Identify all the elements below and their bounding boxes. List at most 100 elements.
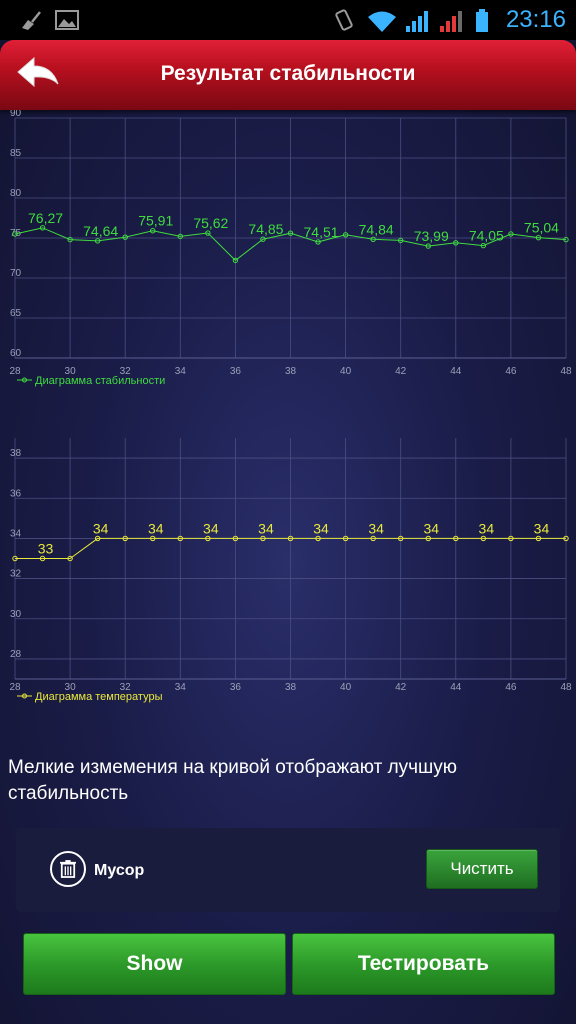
data-point xyxy=(563,535,569,542)
data-point xyxy=(563,236,569,243)
x-tick-label: 28 xyxy=(9,682,21,693)
wifi-icon xyxy=(368,11,396,32)
data-label: 75,62 xyxy=(193,215,228,231)
x-tick-label: 30 xyxy=(65,682,77,693)
data-point xyxy=(287,230,294,236)
y-tick-label: 38 xyxy=(10,448,22,459)
x-tick-label: 36 xyxy=(230,366,242,377)
y-tick-label: 36 xyxy=(10,488,22,499)
data-label: 75,04 xyxy=(524,220,559,236)
clock: 23:16 xyxy=(505,6,566,33)
data-label: 34 xyxy=(313,520,329,536)
clean-button[interactable]: Чистить xyxy=(426,849,538,889)
charts-area: 28 30 32 34 36 38 40 42 44 46 486065707580859076,2… xyxy=(9,110,572,703)
data-point xyxy=(535,234,542,241)
x-tick-label: 40 xyxy=(340,366,352,377)
data-point xyxy=(535,535,542,542)
data-point xyxy=(315,239,321,245)
y-tick-label: 85 xyxy=(10,148,22,159)
data-point xyxy=(370,236,376,242)
status-bar: 23:16 xyxy=(0,0,576,40)
data-label: 34 xyxy=(203,520,219,536)
data-point xyxy=(94,535,101,542)
data-point xyxy=(67,555,73,562)
data-point xyxy=(232,257,239,264)
data-point xyxy=(177,233,184,240)
data-point xyxy=(453,240,459,246)
trash-label: Мусор xyxy=(94,862,145,879)
signal-bars-red-icon xyxy=(440,11,462,32)
y-tick-label: 60 xyxy=(10,348,22,359)
broom-icon xyxy=(22,11,41,30)
data-point xyxy=(205,535,211,542)
trash-panel: Мусор Чистить xyxy=(16,828,560,912)
data-label: 74,64 xyxy=(83,223,118,239)
data-point xyxy=(67,236,73,243)
x-tick-label: 38 xyxy=(285,682,297,693)
data-point xyxy=(39,225,46,231)
y-tick-label: 65 xyxy=(10,308,22,319)
x-tick-label: 48 xyxy=(560,366,572,377)
x-tick-label: 34 xyxy=(175,682,187,693)
data-point xyxy=(425,243,431,249)
data-label: 74,51 xyxy=(304,224,339,240)
data-point xyxy=(398,535,404,542)
data-point xyxy=(232,535,239,542)
x-tick-label: 44 xyxy=(450,366,462,377)
legend-label: Диаграмма температуры xyxy=(35,691,163,703)
data-point xyxy=(287,535,294,542)
legend-swatch-point xyxy=(22,377,27,383)
data-point xyxy=(122,234,128,240)
data-label: 34 xyxy=(93,520,109,536)
data-label: 76,27 xyxy=(28,210,63,226)
page-title: Результат стабильности xyxy=(160,62,416,85)
vibrate-icon xyxy=(335,9,353,31)
battery-icon xyxy=(476,9,488,32)
image-icon xyxy=(55,10,79,30)
data-label: 34 xyxy=(423,520,439,536)
y-tick-label: 80 xyxy=(10,188,22,199)
series-line xyxy=(15,537,566,559)
signal-bars-icon xyxy=(406,11,428,32)
data-label: 34 xyxy=(368,520,384,536)
y-tick-label: 34 xyxy=(10,528,22,539)
x-tick-label: 30 xyxy=(65,366,77,377)
data-point xyxy=(453,535,459,542)
data-point xyxy=(508,535,514,542)
data-point xyxy=(150,228,156,234)
x-tick-label: 34 xyxy=(175,366,187,377)
x-tick-label: 46 xyxy=(505,366,517,377)
y-tick-label: 32 xyxy=(10,569,22,580)
y-tick-label: 70 xyxy=(10,268,22,279)
data-label: 34 xyxy=(148,520,164,536)
x-tick-label: 40 xyxy=(340,682,352,693)
x-tick-label: 48 xyxy=(560,682,572,693)
x-tick-label: 46 xyxy=(505,682,517,693)
series-line xyxy=(14,227,567,262)
x-tick-label: 38 xyxy=(285,366,297,377)
trash-icon xyxy=(50,851,86,887)
x-tick-label: 28 xyxy=(9,366,21,377)
data-point xyxy=(205,230,211,236)
x-tick-label: 42 xyxy=(395,366,407,377)
test-button[interactable]: Тестировать xyxy=(292,933,555,995)
x-tick-label: 42 xyxy=(395,682,407,693)
back-arrow-icon[interactable] xyxy=(14,52,64,98)
data-label: 33 xyxy=(38,541,54,557)
data-point xyxy=(480,535,487,542)
show-button[interactable]: Show xyxy=(23,933,286,995)
data-label: 74,85 xyxy=(248,221,283,237)
x-tick-label: 32 xyxy=(120,366,132,377)
data-point xyxy=(260,236,266,242)
data-point xyxy=(12,555,18,562)
data-point xyxy=(122,535,128,542)
y-tick-label: 30 xyxy=(10,609,22,620)
legend-label: Диаграмма стабильности xyxy=(35,375,165,387)
data-point xyxy=(508,231,514,237)
y-tick-label: 28 xyxy=(10,649,22,660)
data-point xyxy=(480,242,487,249)
data-label: 74,05 xyxy=(469,228,504,244)
data-point xyxy=(370,535,376,542)
data-point xyxy=(315,535,321,542)
data-point xyxy=(39,555,46,562)
